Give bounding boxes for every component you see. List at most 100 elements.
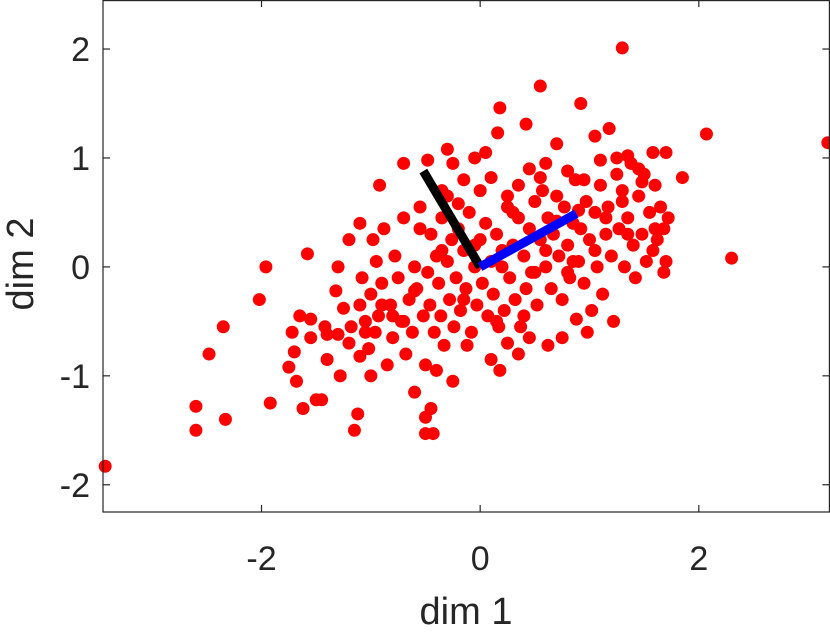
data-point xyxy=(424,227,438,241)
data-point xyxy=(569,312,583,326)
data-point xyxy=(541,338,555,352)
data-point xyxy=(497,303,511,317)
data-point xyxy=(437,338,451,352)
data-point xyxy=(632,189,646,203)
data-point xyxy=(300,247,314,261)
data-point xyxy=(628,271,642,285)
data-point xyxy=(544,282,558,296)
data-point xyxy=(358,314,372,328)
data-point xyxy=(353,216,367,230)
data-point xyxy=(202,347,216,361)
data-point xyxy=(296,402,310,416)
data-point xyxy=(408,260,422,274)
data-point xyxy=(413,200,427,214)
data-point xyxy=(355,271,369,285)
data-point xyxy=(493,363,507,377)
data-point xyxy=(429,363,443,377)
data-point xyxy=(610,151,624,165)
data-point xyxy=(304,312,318,326)
data-point xyxy=(369,254,383,268)
data-point xyxy=(331,327,345,341)
data-point xyxy=(364,287,378,301)
black-vector xyxy=(419,168,485,270)
data-point xyxy=(621,227,635,241)
data-point xyxy=(446,374,460,388)
data-point xyxy=(468,151,482,165)
data-point xyxy=(290,374,304,388)
y-tick-label: 2 xyxy=(71,31,90,69)
x-axis-label: dim 1 xyxy=(420,591,513,633)
data-point xyxy=(423,298,437,312)
data-point xyxy=(566,254,580,268)
data-point xyxy=(503,271,517,285)
data-point xyxy=(216,320,230,334)
data-point xyxy=(588,129,602,143)
data-point xyxy=(287,345,301,359)
data-point xyxy=(596,287,610,301)
data-point xyxy=(639,254,653,268)
data-point xyxy=(646,244,660,258)
blue-vector xyxy=(477,209,579,271)
data-point xyxy=(493,101,507,115)
data-point xyxy=(388,249,402,263)
data-point xyxy=(500,189,514,203)
data-point xyxy=(699,127,713,141)
data-point xyxy=(557,200,571,214)
data-point xyxy=(405,325,419,339)
data-point xyxy=(528,195,542,209)
data-point xyxy=(615,41,629,55)
data-point xyxy=(522,331,536,345)
data-point xyxy=(522,162,536,176)
data-point xyxy=(445,233,459,247)
data-point xyxy=(252,293,266,307)
data-point xyxy=(533,171,547,185)
data-point xyxy=(602,122,616,136)
data-point xyxy=(550,137,564,151)
data-point xyxy=(347,423,361,437)
y-tick-label: 0 xyxy=(71,249,90,287)
data-point xyxy=(528,265,542,279)
data-point xyxy=(391,271,405,285)
data-point xyxy=(189,399,203,413)
data-point xyxy=(615,195,629,209)
data-point xyxy=(539,260,553,274)
data-point xyxy=(539,156,553,170)
data-point xyxy=(659,254,673,268)
data-point xyxy=(484,171,498,185)
plot-area-frame xyxy=(102,0,830,513)
data-point xyxy=(434,309,448,323)
data-point xyxy=(555,331,569,345)
data-point xyxy=(421,265,435,279)
data-point xyxy=(657,265,671,279)
data-point xyxy=(519,117,533,131)
data-point xyxy=(344,320,358,334)
data-point xyxy=(604,249,618,263)
data-point xyxy=(263,396,277,410)
data-point xyxy=(315,393,329,407)
data-point xyxy=(599,227,613,241)
data-point xyxy=(218,412,232,426)
data-point xyxy=(447,320,461,334)
data-point xyxy=(304,331,318,345)
data-point xyxy=(419,358,433,372)
y-axis-label: dim 2 xyxy=(0,218,42,311)
data-point xyxy=(368,325,382,339)
data-point xyxy=(462,205,476,219)
data-point xyxy=(377,222,391,236)
data-point xyxy=(593,153,607,167)
data-point xyxy=(397,314,411,328)
data-point xyxy=(601,200,615,214)
data-point xyxy=(550,189,564,203)
data-point xyxy=(643,205,657,219)
data-point xyxy=(675,171,689,185)
data-point xyxy=(259,260,273,274)
data-point xyxy=(506,205,520,219)
data-point xyxy=(588,205,602,219)
scatter-points xyxy=(98,41,830,473)
data-point xyxy=(386,309,400,323)
data-point xyxy=(371,309,385,323)
data-point xyxy=(440,254,454,268)
data-point xyxy=(484,352,498,366)
data-point xyxy=(432,276,446,290)
data-point xyxy=(615,184,629,198)
